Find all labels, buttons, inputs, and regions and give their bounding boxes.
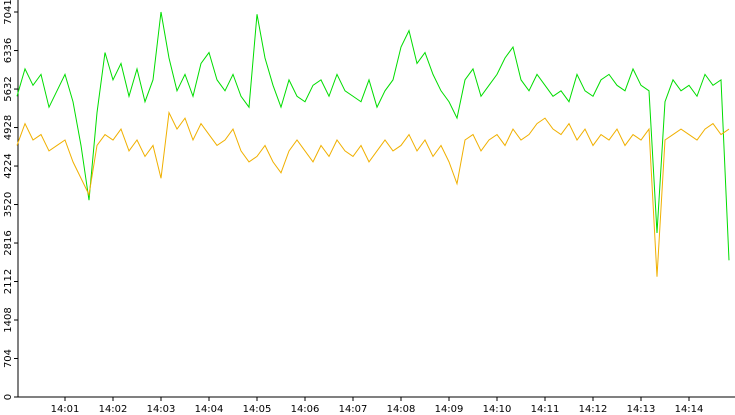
x-tick-label: 14:03 bbox=[147, 404, 176, 415]
y-tick-label: 0 bbox=[3, 394, 14, 400]
x-tick-label: 14:05 bbox=[243, 404, 272, 415]
y-tick-label: 5632 bbox=[3, 76, 14, 101]
y-tick-label: 1408 bbox=[3, 307, 14, 332]
x-tick-label: 14:01 bbox=[51, 404, 80, 415]
y-tick-label: 704 bbox=[3, 349, 14, 368]
x-tick-label: 14:14 bbox=[675, 404, 704, 415]
x-tick-label: 14:09 bbox=[435, 404, 464, 415]
y-tick-label: 2816 bbox=[3, 230, 14, 255]
y-tick-label: 3520 bbox=[3, 192, 14, 217]
x-tick-label: 14:08 bbox=[387, 404, 416, 415]
x-tick-label: 14:07 bbox=[339, 404, 368, 415]
x-tick-label: 14:02 bbox=[99, 404, 128, 415]
series-line bbox=[16, 11, 730, 261]
x-tick-label: 14:10 bbox=[483, 404, 512, 415]
y-tick-label: 2112 bbox=[3, 269, 14, 294]
y-tick-label: 6336 bbox=[3, 38, 14, 63]
x-tick-label: 14:13 bbox=[627, 404, 656, 415]
y-tick-label: 7041 bbox=[3, 0, 14, 25]
y-tick-label: 4928 bbox=[3, 115, 14, 140]
y-tick-label: 4224 bbox=[3, 153, 14, 178]
x-tick-label: 14:12 bbox=[579, 404, 608, 415]
x-tick-label: 14:11 bbox=[531, 404, 560, 415]
x-tick-label: 14:06 bbox=[291, 404, 320, 415]
x-tick-label: 14:04 bbox=[195, 404, 224, 415]
series-line bbox=[16, 110, 730, 277]
